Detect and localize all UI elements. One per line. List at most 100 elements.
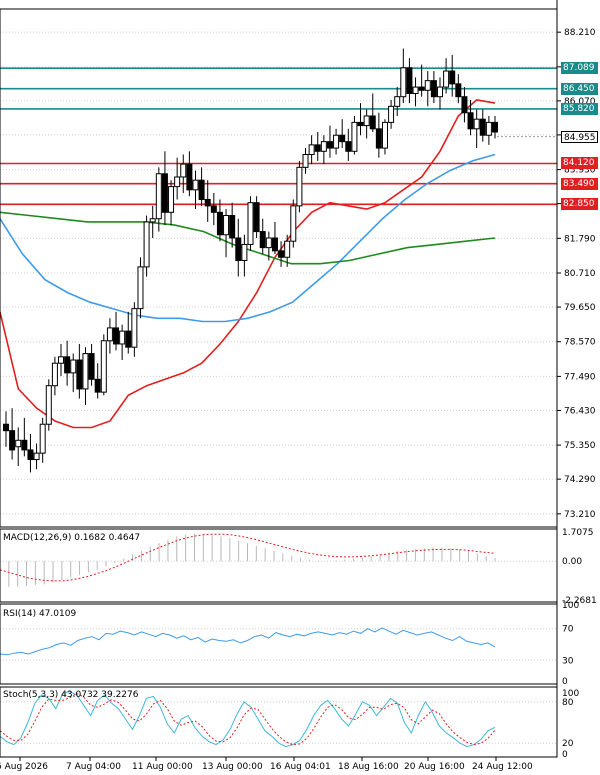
bull-candle: [363, 115, 370, 127]
price-tick-label: 78.570: [564, 338, 596, 348]
bear-candle: [229, 215, 236, 239]
bear-candle: [186, 163, 193, 191]
macd-axis-label: 1.7075: [562, 528, 594, 538]
price-tick-label: 73.210: [564, 510, 596, 520]
rsi-axis-label: 100: [562, 601, 579, 611]
bear-candle: [406, 67, 413, 94]
bull-candle: [473, 118, 480, 130]
bull-candle: [106, 327, 113, 342]
price-tick-label: 88.210: [564, 28, 596, 38]
current-price-tag: 84.955: [561, 130, 598, 143]
bull-candle: [333, 134, 340, 149]
bull-candle: [394, 96, 401, 107]
bull-candle: [308, 144, 315, 156]
time-tick-label: 7 Aug 04:00: [66, 762, 121, 772]
price-tick-label: 80.710: [564, 269, 596, 279]
bull-candle: [241, 243, 248, 261]
bear-candle: [345, 141, 352, 152]
bear-candle: [449, 70, 456, 85]
price-tick-label: 74.290: [564, 475, 596, 485]
price-tick-label: 75.350: [564, 441, 596, 451]
bear-candle: [235, 237, 242, 261]
bear-candle: [113, 327, 120, 345]
bull-candle: [412, 86, 419, 94]
bear-candle: [259, 231, 266, 249]
macd-axis-label: 0.00: [562, 557, 582, 567]
bear-candle: [467, 112, 474, 130]
bear-candle: [314, 144, 321, 152]
bull-candle: [180, 163, 187, 178]
macd-signal-line: [0, 533, 496, 582]
horizontal-levels[interactable]: [0, 67, 557, 206]
bull-candle: [33, 452, 40, 461]
rsi-axis-label: 70: [562, 625, 574, 635]
price-tick-label: 79.650: [564, 303, 596, 313]
pane-frame: [0, 603, 558, 685]
bull-candle: [119, 330, 126, 345]
stoch-d-line: [0, 692, 496, 746]
rsi-line: [0, 627, 496, 656]
time-tick-label: 13 Aug 00:00: [202, 762, 263, 772]
bear-candle: [9, 430, 16, 451]
bull-candle: [39, 423, 46, 454]
stoch-axis-label: 20: [562, 739, 574, 749]
bull-candle: [137, 266, 144, 310]
bull-candle: [351, 121, 358, 152]
price-tick-label: 83.930: [564, 166, 596, 176]
bear-candle: [430, 80, 437, 98]
bear-candle: [3, 423, 9, 432]
stoch-axis-label: 80: [562, 698, 574, 708]
bull-candle: [100, 340, 107, 393]
bull-candle: [284, 240, 291, 258]
bear-candle: [339, 134, 346, 143]
rsi-axis-label: 0: [562, 677, 568, 687]
bull-candle: [436, 86, 443, 98]
indicator-panes: [0, 533, 557, 748]
moving-averages: [0, 99, 496, 429]
level-price-tag: 82.850: [561, 198, 598, 211]
bear-candle: [161, 173, 168, 213]
stoch-k-line: [0, 690, 496, 748]
bull-candle: [443, 70, 450, 88]
bull-candle: [296, 166, 303, 207]
bear-candle: [27, 449, 34, 461]
bear-candle: [418, 86, 425, 91]
bear-candle: [455, 83, 462, 98]
bull-candle: [168, 186, 175, 213]
bull-candle: [192, 179, 199, 191]
time-tick-label: 6 Aug 2026: [0, 762, 48, 772]
bear-candle: [278, 250, 285, 258]
bear-candle: [492, 121, 498, 133]
bear-candle: [369, 115, 376, 130]
bull-candle: [485, 121, 492, 136]
bear-candle: [94, 378, 101, 393]
pane-frames: [0, 0, 558, 758]
rsi-label: RSI(14) 47.0109: [3, 609, 77, 619]
rsi-axis-label: 30: [562, 656, 574, 666]
bear-candle: [271, 237, 278, 252]
bull-candle: [400, 67, 407, 98]
bear-candle: [210, 205, 217, 213]
bull-candle: [149, 218, 156, 223]
bull-candle: [58, 356, 65, 364]
price-tick-label: 76.430: [564, 406, 596, 416]
time-tick-label: 18 Aug 16:00: [338, 762, 399, 772]
price-tick-label: 81.790: [564, 234, 596, 244]
time-tick-label: 24 Aug 12:00: [472, 762, 533, 772]
stoch-axis-label: 100: [562, 689, 579, 699]
price-tick-label: 86.070: [564, 97, 596, 107]
bull-candle: [174, 176, 181, 188]
grid-lines: [0, 31, 557, 515]
bear-candle: [326, 141, 333, 149]
candles: [3, 48, 498, 473]
pane-frame: [0, 8, 558, 528]
bear-candle: [64, 356, 71, 374]
bull-candle: [155, 173, 162, 220]
bear-candle: [198, 179, 205, 200]
bull-candle: [247, 202, 254, 245]
macd-label: MACD(12,26,9) 0.1682 0.4647: [3, 533, 141, 543]
bull-candle: [388, 105, 395, 123]
bull-candle: [143, 221, 150, 268]
